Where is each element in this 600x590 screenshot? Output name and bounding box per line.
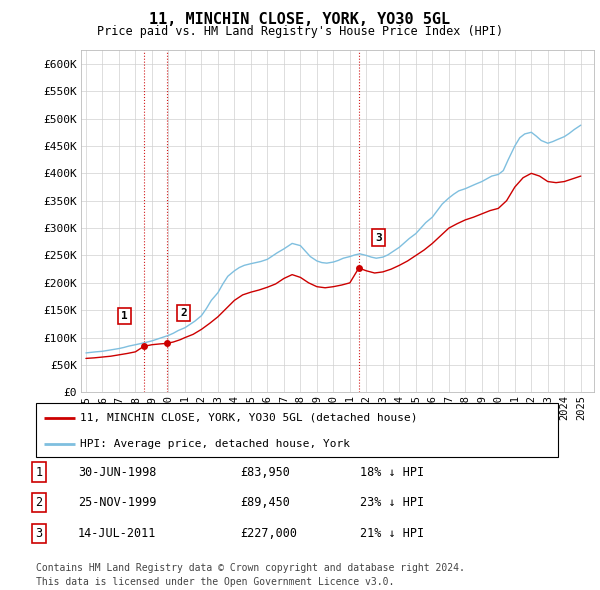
Text: Price paid vs. HM Land Registry's House Price Index (HPI): Price paid vs. HM Land Registry's House … bbox=[97, 25, 503, 38]
Text: 3: 3 bbox=[375, 232, 382, 242]
Text: 25-NOV-1999: 25-NOV-1999 bbox=[78, 496, 157, 509]
Text: 1: 1 bbox=[35, 466, 43, 478]
Text: HPI: Average price, detached house, York: HPI: Average price, detached house, York bbox=[80, 439, 350, 448]
Text: £89,450: £89,450 bbox=[240, 496, 290, 509]
Text: 23% ↓ HPI: 23% ↓ HPI bbox=[360, 496, 424, 509]
Text: 3: 3 bbox=[35, 527, 43, 540]
Text: £227,000: £227,000 bbox=[240, 527, 297, 540]
Text: 11, MINCHIN CLOSE, YORK, YO30 5GL (detached house): 11, MINCHIN CLOSE, YORK, YO30 5GL (detac… bbox=[80, 412, 418, 422]
FancyBboxPatch shape bbox=[36, 403, 558, 457]
Text: 18% ↓ HPI: 18% ↓ HPI bbox=[360, 466, 424, 478]
Text: 14-JUL-2011: 14-JUL-2011 bbox=[78, 527, 157, 540]
Text: 2: 2 bbox=[35, 496, 43, 509]
Text: 30-JUN-1998: 30-JUN-1998 bbox=[78, 466, 157, 478]
Text: £83,950: £83,950 bbox=[240, 466, 290, 478]
Text: 21% ↓ HPI: 21% ↓ HPI bbox=[360, 527, 424, 540]
Text: 1: 1 bbox=[121, 311, 128, 321]
Text: 2: 2 bbox=[181, 308, 187, 318]
Text: 11, MINCHIN CLOSE, YORK, YO30 5GL: 11, MINCHIN CLOSE, YORK, YO30 5GL bbox=[149, 12, 451, 27]
Text: Contains HM Land Registry data © Crown copyright and database right 2024.
This d: Contains HM Land Registry data © Crown c… bbox=[36, 563, 465, 587]
